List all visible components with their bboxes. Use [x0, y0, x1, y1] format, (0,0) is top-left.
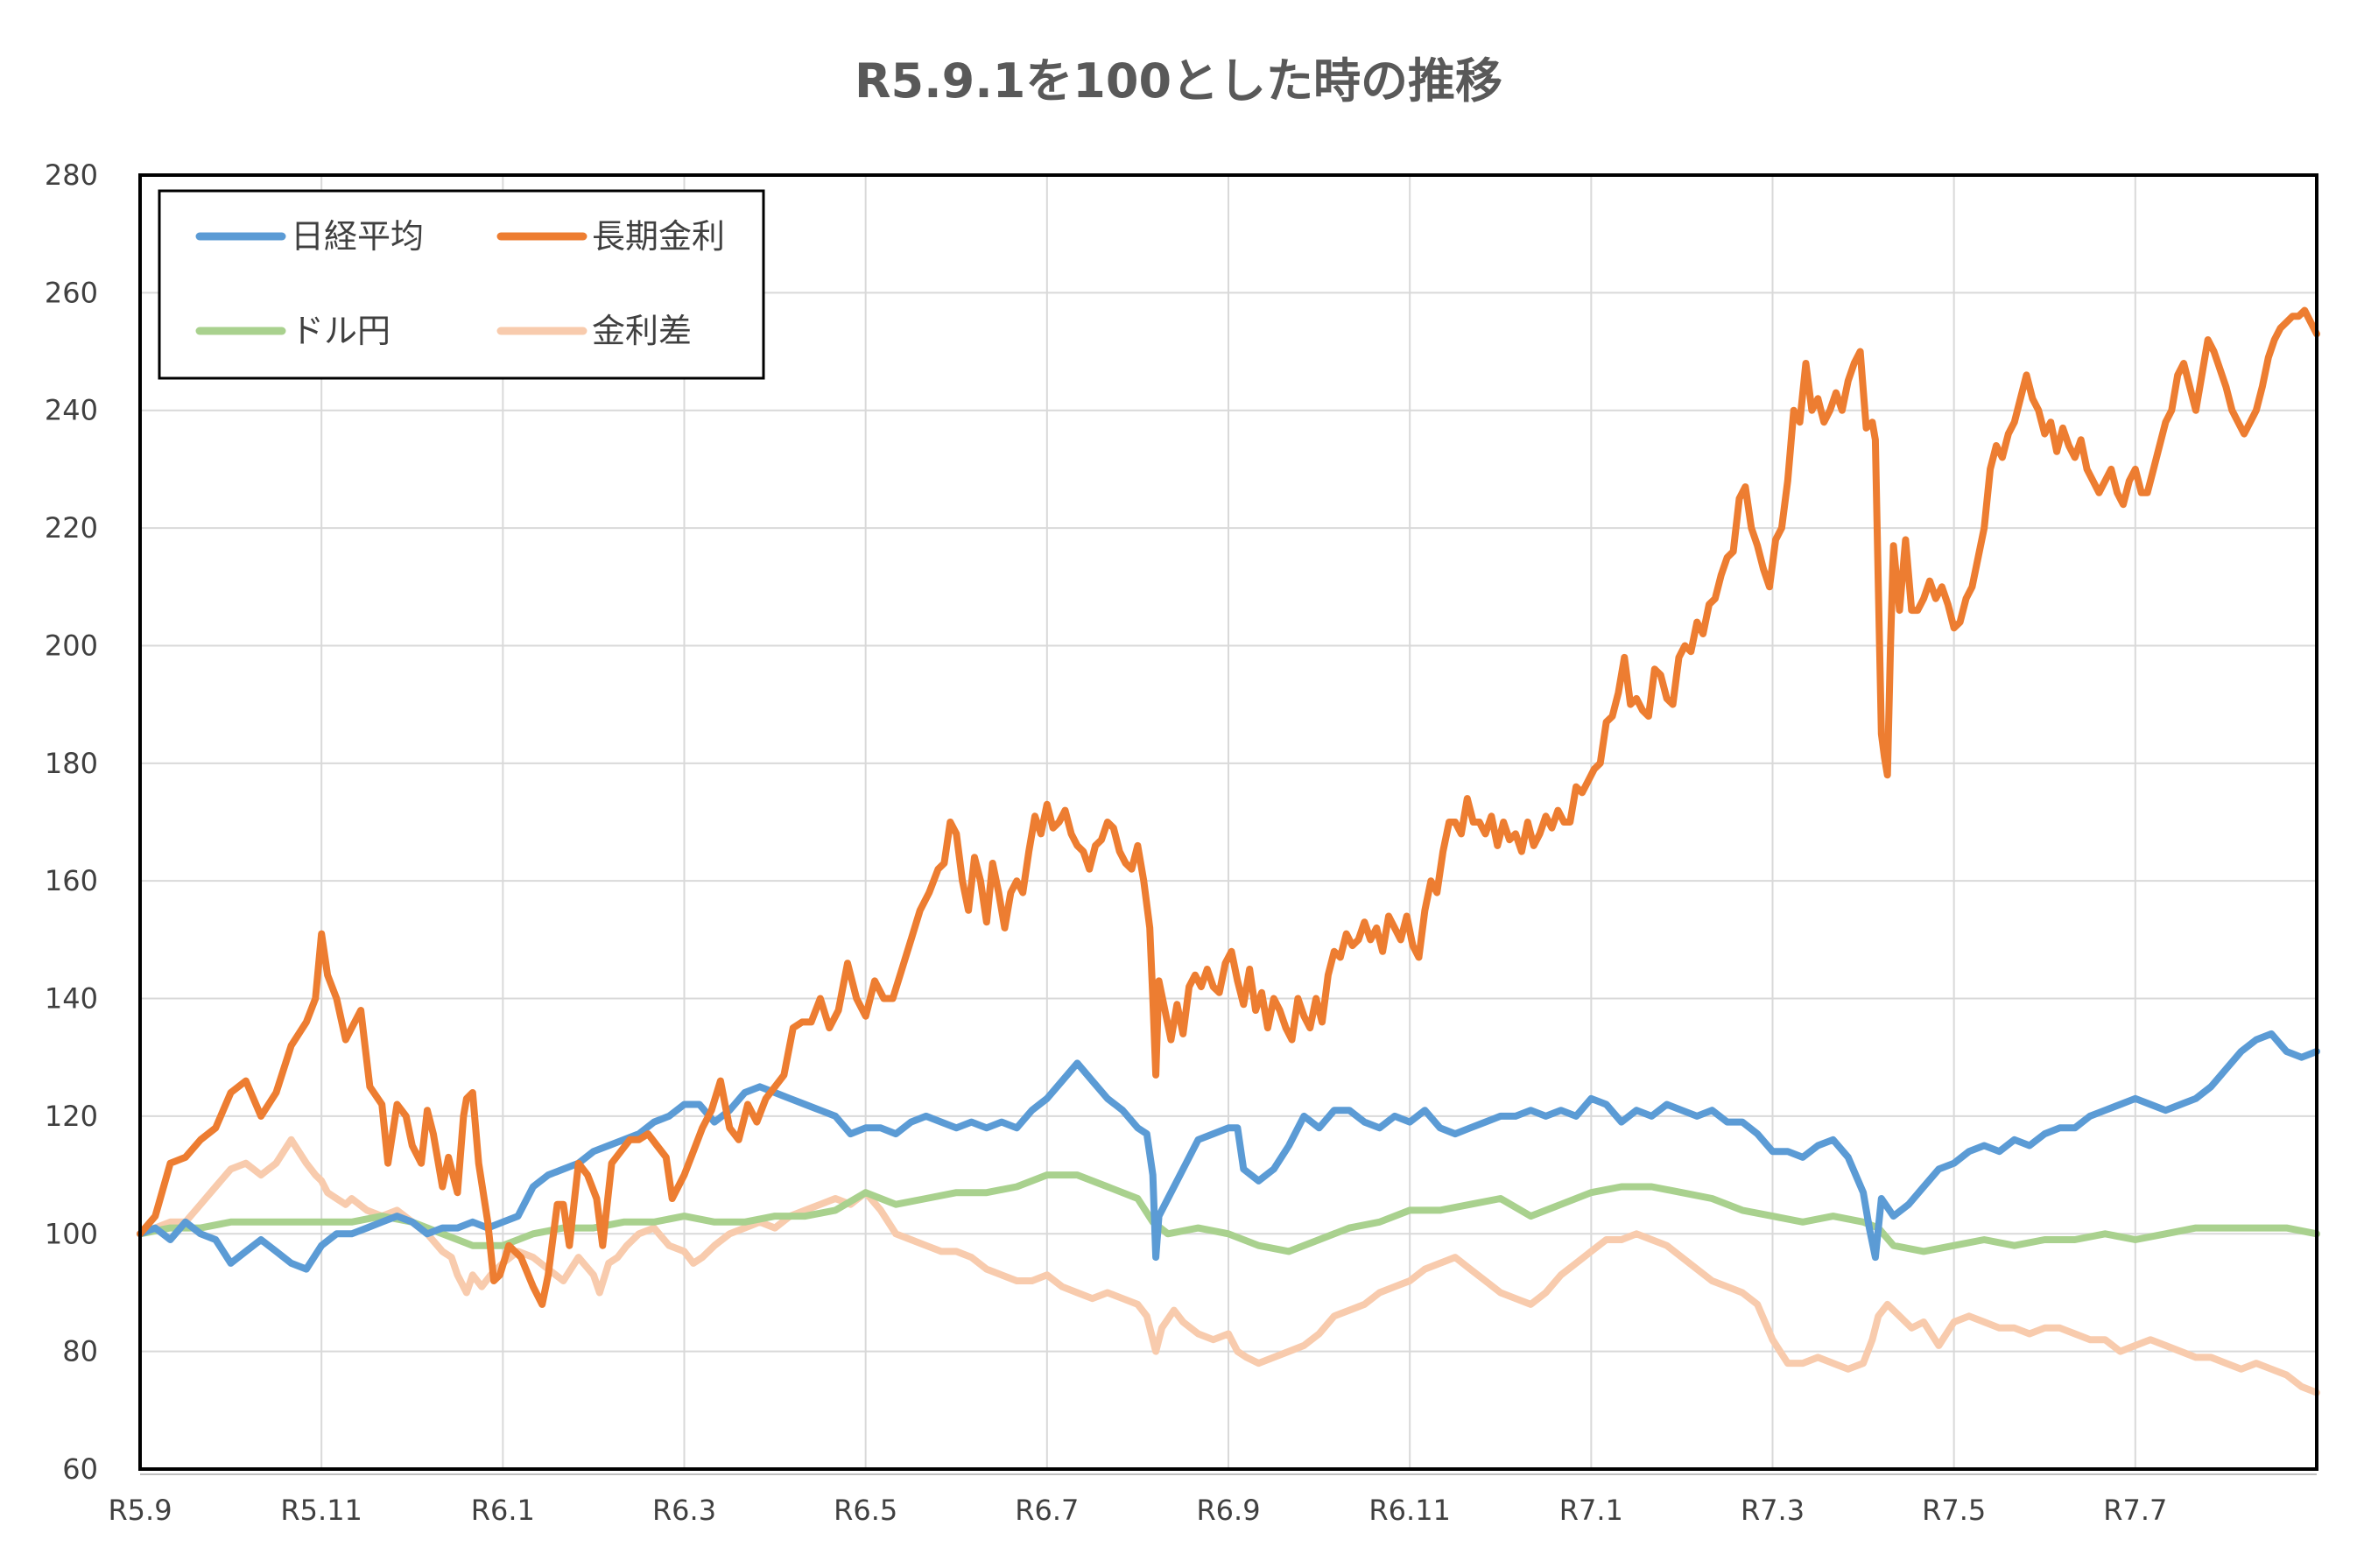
- series-line-2: [137, 1171, 2320, 1255]
- x-tick-label-8: R7.1: [1559, 1494, 1623, 1527]
- x-tick-label-0: R5.9: [108, 1494, 172, 1527]
- y-axis-tick-labels: 60 80 100 120 140 160 180 200 220 240 260 280: [45, 158, 98, 1486]
- y-tick-label-80: 80: [62, 1335, 98, 1368]
- legend-label-0: 日経平均: [291, 217, 424, 256]
- y-tick-label-180: 180: [45, 747, 98, 780]
- y-tick-label-140: 140: [45, 982, 98, 1016]
- x-tick-label-2: R6.1: [471, 1494, 535, 1527]
- chart-title: R5.9.1を100とした時の推移: [854, 53, 1503, 109]
- y-tick-label-260: 260: [45, 276, 98, 309]
- x-tick-label-11: R7.7: [2103, 1494, 2167, 1527]
- y-tick-label-220: 220: [45, 511, 98, 545]
- y-tick-label-100: 100: [45, 1217, 98, 1250]
- x-tick-label-1: R5.11: [280, 1494, 362, 1527]
- y-tick-label-200: 200: [45, 629, 98, 662]
- y-tick-label-120: 120: [45, 1100, 98, 1133]
- y-tick-label-280: 280: [45, 158, 98, 192]
- y-tick-label-60: 60: [62, 1452, 98, 1486]
- legend-label-3: 金利差: [592, 312, 692, 350]
- x-tick-label-9: R7.3: [1741, 1494, 1805, 1527]
- x-tick-label-4: R6.5: [834, 1494, 897, 1527]
- series-lines: [137, 306, 2320, 1396]
- y-tick-label-240: 240: [45, 394, 98, 427]
- x-tick-label-3: R6.3: [652, 1494, 716, 1527]
- legend-label-1: 長期金利: [592, 217, 725, 256]
- series-line-3: [137, 1136, 2320, 1396]
- series-line-1: [137, 306, 2320, 1308]
- legend-box: [158, 189, 765, 380]
- x-tick-label-5: R6.7: [1015, 1494, 1079, 1527]
- x-axis-tick-labels: R5.9 R5.11 R6.1 R6.3 R6.5 R6.7 R6.9 R6.11 R7.1 R7…: [108, 1494, 2167, 1527]
- legend-label-2: ドル円: [291, 312, 390, 350]
- series-line-0: [137, 1030, 2320, 1273]
- x-tick-label-6: R6.9: [1196, 1494, 1260, 1527]
- plot-frame: [138, 173, 2318, 1471]
- x-tick-label-7: R6.11: [1368, 1494, 1450, 1527]
- x-tick-label-10: R7.5: [1922, 1494, 1986, 1527]
- y-tick-label-160: 160: [45, 864, 98, 897]
